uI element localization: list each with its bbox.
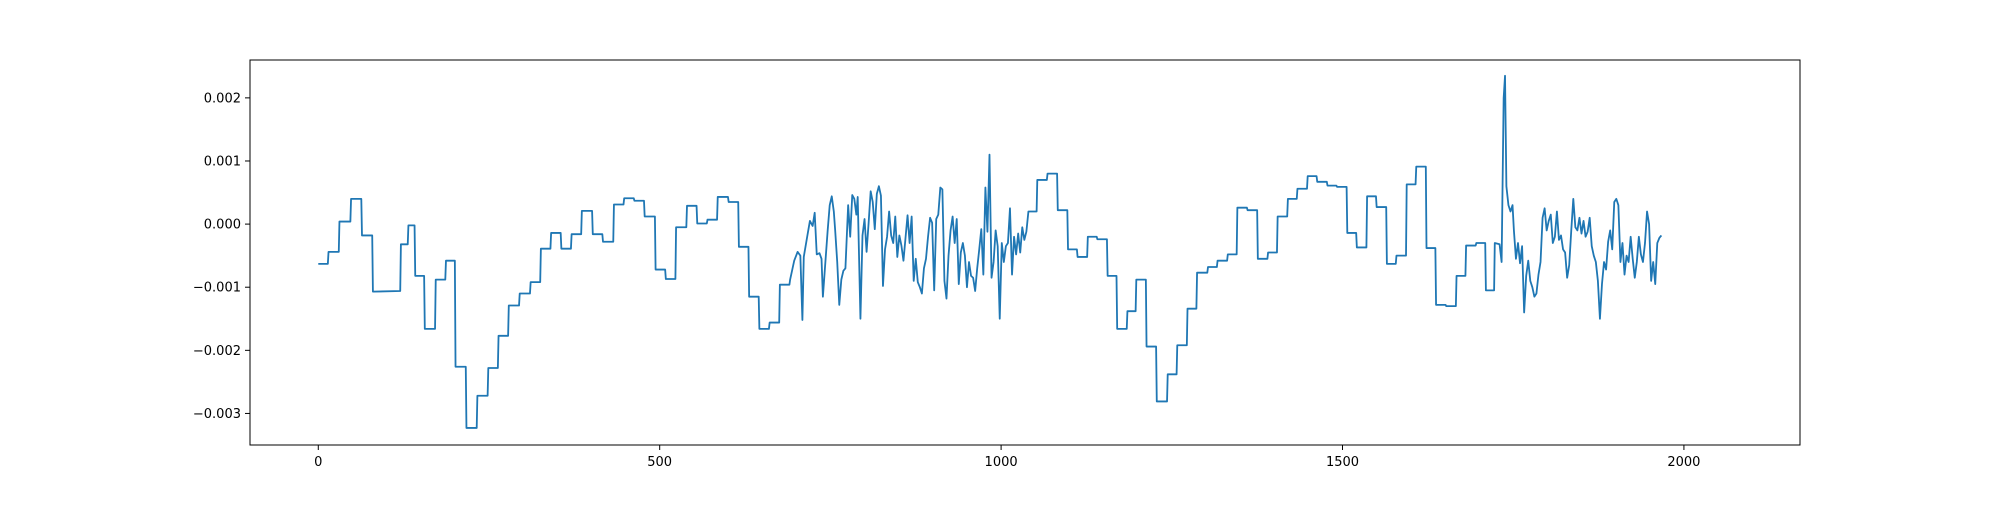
series-layer (318, 74, 1663, 429)
y-tick-label: −0.002 (193, 344, 241, 359)
plot-background (250, 60, 1800, 445)
y-tick-label: 0.000 (204, 218, 241, 233)
series-line (318, 74, 1663, 429)
x-tick-label: 0 (314, 455, 322, 470)
x-tick-label: 1000 (985, 455, 1018, 470)
x-tick-label: 2000 (1667, 455, 1700, 470)
y-tick-label: −0.001 (193, 281, 241, 296)
x-tick-label: 500 (647, 455, 672, 470)
x-tick-label: 1500 (1326, 455, 1359, 470)
y-tick-label: 0.002 (204, 91, 241, 106)
x-axis: 0 500 1000 1500 2000 (314, 445, 1700, 470)
y-tick-label: −0.003 (193, 407, 241, 422)
plot-frame (249, 59, 1801, 446)
y-axis: 0.002 0.001 0.000 −0.001 −0.002 −0.003 (193, 91, 250, 422)
y-tick-label: 0.001 (204, 154, 241, 169)
